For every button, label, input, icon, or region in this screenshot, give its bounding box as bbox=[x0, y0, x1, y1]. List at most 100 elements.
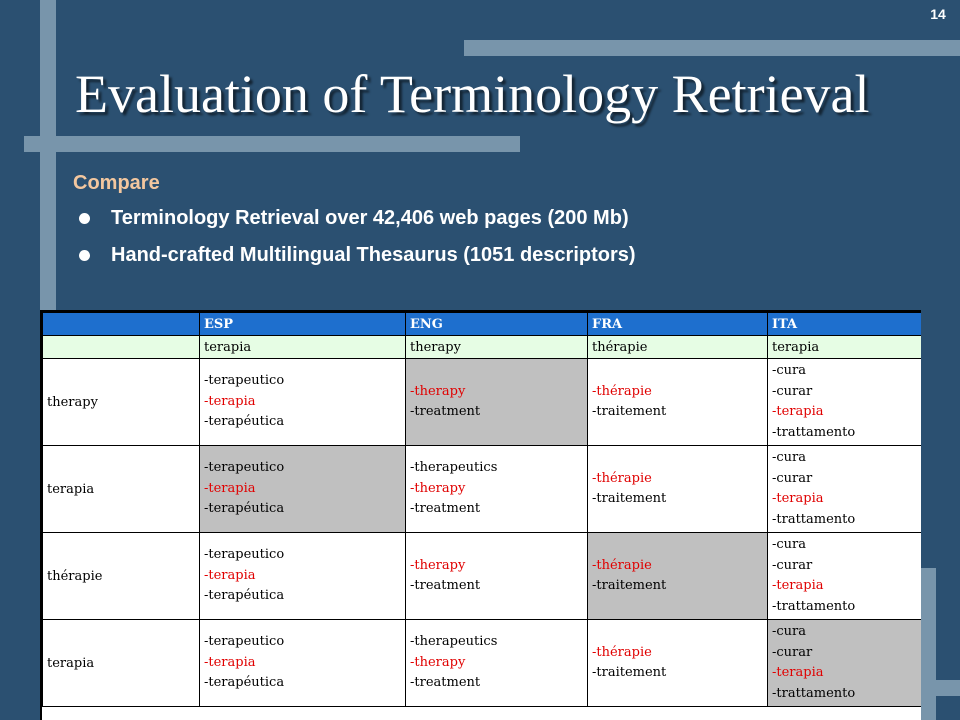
term-cell: -cura -curar -terapia -trattamento bbox=[767, 619, 921, 707]
term: -curar bbox=[772, 470, 813, 486]
header-cell-fra: FRA bbox=[587, 312, 768, 336]
highlighted-term: -thérapie bbox=[592, 644, 652, 660]
translation-cell: terapia bbox=[767, 335, 921, 359]
table-body: ESP ENG FRA ITA terapia therapy thérapie… bbox=[42, 312, 921, 707]
slide-subtitle: Compare bbox=[73, 172, 160, 194]
highlighted-term: -terapia bbox=[772, 665, 824, 680]
table-row: therapy -terapeutico -terapia -terapéutica -… bbox=[42, 358, 921, 446]
term-cell: -cura -curar -terapia -trattamento bbox=[767, 532, 921, 620]
bullet-dot-icon bbox=[79, 250, 90, 261]
term: -trattamento bbox=[772, 685, 856, 701]
row-label-cell: thérapie bbox=[42, 532, 200, 620]
term: -trattamento bbox=[772, 511, 856, 527]
term: -therapeutics bbox=[410, 634, 498, 650]
translation-cell bbox=[42, 335, 200, 359]
header-cell-esp: ESP bbox=[199, 312, 406, 336]
comparison-table: ESP ENG FRA ITA terapia therapy thérapie… bbox=[42, 312, 921, 707]
term-cell: -therapy -treatment bbox=[405, 358, 588, 446]
header-cell-eng: ENG bbox=[405, 312, 588, 336]
term: -terapeutico bbox=[204, 634, 285, 650]
term: -curar bbox=[772, 644, 813, 660]
highlighted-term: -terapia bbox=[772, 491, 824, 506]
term: -therapeutics bbox=[410, 460, 498, 476]
term: -curar bbox=[772, 383, 813, 399]
term: -treatment bbox=[410, 675, 481, 691]
table-header-row: ESP ENG FRA ITA bbox=[42, 312, 921, 336]
right-vertical-bar bbox=[920, 568, 936, 720]
term: -terapéutica bbox=[204, 675, 285, 691]
table-row: thérapie -terapeutico -terapia -terapéutica… bbox=[42, 532, 921, 620]
term-cell: -thérapie -traitement bbox=[587, 619, 768, 707]
highlighted-term: -terapia bbox=[772, 404, 824, 419]
term-cell: -cura -curar -terapia -trattamento bbox=[767, 445, 921, 533]
row-label-cell: terapia bbox=[42, 619, 200, 707]
term: -terapeutico bbox=[204, 373, 285, 389]
term-cell: -cura -curar -terapia -trattamento bbox=[767, 358, 921, 446]
highlighted-term: -therapy bbox=[410, 654, 466, 670]
bullet-item: Hand-crafted Multilingual Thesaurus (105… bbox=[75, 242, 636, 279]
title-underline-bar bbox=[24, 136, 520, 152]
bottom-horizontal-bar bbox=[920, 680, 960, 696]
term: -traitement bbox=[592, 404, 667, 419]
top-horizontal-bar bbox=[464, 40, 960, 56]
bullet-list: Terminology Retrieval over 42,406 web pa… bbox=[75, 205, 636, 279]
translation-cell: therapy bbox=[405, 335, 588, 359]
term: -treatment bbox=[410, 578, 481, 593]
left-vertical-bar bbox=[40, 0, 56, 312]
term: -traitement bbox=[592, 578, 667, 593]
highlighted-term: -thérapie bbox=[592, 470, 652, 486]
term-cell: -terapeutico -terapia -terapéutica bbox=[199, 619, 406, 707]
thesaurus-comparison-table: ESP ENG FRA ITA terapia therapy thérapie… bbox=[40, 310, 921, 720]
term: -traitement bbox=[592, 491, 667, 506]
term: -trattamento bbox=[772, 598, 856, 614]
highlighted-term: -therapy bbox=[410, 383, 466, 399]
term-cell: -terapeutico -terapia -terapéutica bbox=[199, 532, 406, 620]
term: -terapeutico bbox=[204, 547, 285, 563]
highlighted-term: -terapia bbox=[204, 654, 256, 670]
bullet-text: Hand-crafted Multilingual Thesaurus (105… bbox=[111, 244, 636, 266]
bullet-text: Terminology Retrieval over 42,406 web pa… bbox=[111, 207, 629, 229]
highlighted-term: -therapy bbox=[410, 557, 466, 573]
row-label-cell: therapy bbox=[42, 358, 200, 446]
term-cell: -terapeutico -terapia -terapéutica bbox=[199, 445, 406, 533]
highlighted-term: -terapia bbox=[772, 578, 824, 593]
term-cell: -thérapie -traitement bbox=[587, 532, 768, 620]
term: -treatment bbox=[410, 404, 481, 419]
term: -terapéutica bbox=[204, 414, 285, 430]
highlighted-term: -terapia bbox=[204, 567, 256, 583]
term-cell: -therapeutics -therapy -treatment bbox=[405, 619, 588, 707]
term-cell: -terapeutico -terapia -terapéutica bbox=[199, 358, 406, 446]
translation-row: terapia therapy thérapie terapia bbox=[42, 335, 921, 359]
term: -cura bbox=[772, 624, 807, 639]
term: -traitement bbox=[592, 665, 667, 680]
highlighted-term: -thérapie bbox=[592, 557, 652, 573]
header-cell-empty bbox=[42, 312, 200, 336]
header-cell-ita: ITA bbox=[767, 312, 921, 336]
bullet-dot-icon bbox=[79, 213, 90, 224]
translation-cell: terapia bbox=[199, 335, 406, 359]
term-cell: -thérapie -traitement bbox=[587, 445, 768, 533]
term: -terapéutica bbox=[204, 588, 285, 604]
term: -terapéutica bbox=[204, 501, 285, 517]
bullet-item: Terminology Retrieval over 42,406 web pa… bbox=[75, 205, 636, 242]
term: -trattamento bbox=[772, 424, 856, 440]
term: -terapeutico bbox=[204, 460, 285, 476]
highlighted-term: -terapia bbox=[204, 480, 256, 496]
table-row: terapia -terapeutico -terapia -terapéutica -… bbox=[42, 619, 921, 707]
highlighted-term: -thérapie bbox=[592, 383, 652, 399]
term-cell: -thérapie -traitement bbox=[587, 358, 768, 446]
term: -cura bbox=[772, 363, 807, 378]
highlighted-term: -terapia bbox=[204, 393, 256, 409]
term-cell: -therapy -treatment bbox=[405, 532, 588, 620]
row-label-cell: terapia bbox=[42, 445, 200, 533]
highlighted-term: -therapy bbox=[410, 480, 466, 496]
term: -curar bbox=[772, 557, 813, 573]
term: -cura bbox=[772, 450, 807, 465]
slide-number: 14 bbox=[930, 6, 946, 22]
term: -treatment bbox=[410, 501, 481, 517]
table-row: terapia -terapeutico -terapia -terapéutica -… bbox=[42, 445, 921, 533]
term: -cura bbox=[772, 537, 807, 552]
translation-cell: thérapie bbox=[587, 335, 768, 359]
slide-title: Evaluation of Terminology Retrieval bbox=[75, 64, 870, 124]
term-cell: -therapeutics -therapy -treatment bbox=[405, 445, 588, 533]
